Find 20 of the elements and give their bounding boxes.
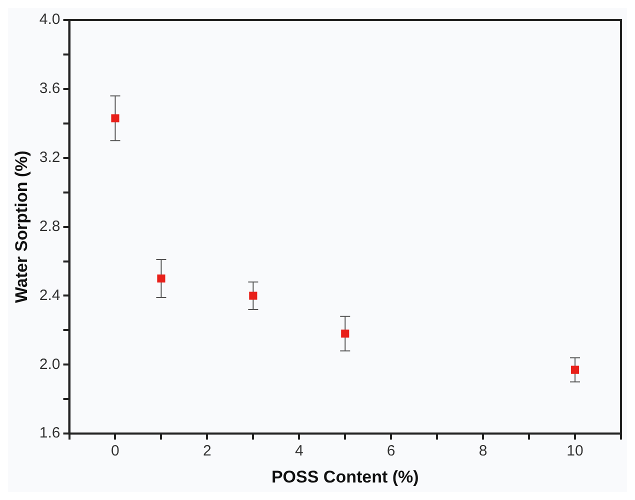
x-tick-label: 10 [566,442,584,460]
x-tick-label: 6 [386,442,396,460]
point [341,330,350,338]
y-tick-label: 2.4 [39,286,60,304]
point [570,366,580,374]
y-tick-label: 3.6 [39,80,60,98]
point [249,292,258,300]
x-axis-title: POSS Content (%) [271,467,419,486]
y-tick-label: 3.2 [39,149,60,166]
y-tick-label: 2.0 [39,356,60,373]
x-tick-label: 8 [478,442,488,460]
y-tick-label: 1.6 [39,424,60,442]
y-tick-label: 4.0 [39,11,60,28]
point [111,114,120,122]
x-tick-label: 2 [203,442,212,460]
y-tick-label: 2.8 [39,218,60,235]
point [157,274,166,283]
y-axis-title: Water Sorption (%) [12,150,31,303]
x-tick-label: 0 [111,442,120,460]
x-tick-label: 4 [294,442,304,460]
